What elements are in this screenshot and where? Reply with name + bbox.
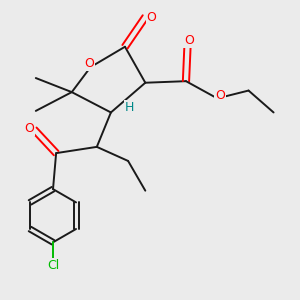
Text: O: O [215, 89, 225, 102]
Text: O: O [25, 122, 34, 135]
Text: O: O [184, 34, 194, 47]
Text: O: O [84, 58, 94, 70]
Text: O: O [147, 11, 157, 23]
Text: H: H [125, 101, 134, 114]
Text: Cl: Cl [47, 259, 59, 272]
